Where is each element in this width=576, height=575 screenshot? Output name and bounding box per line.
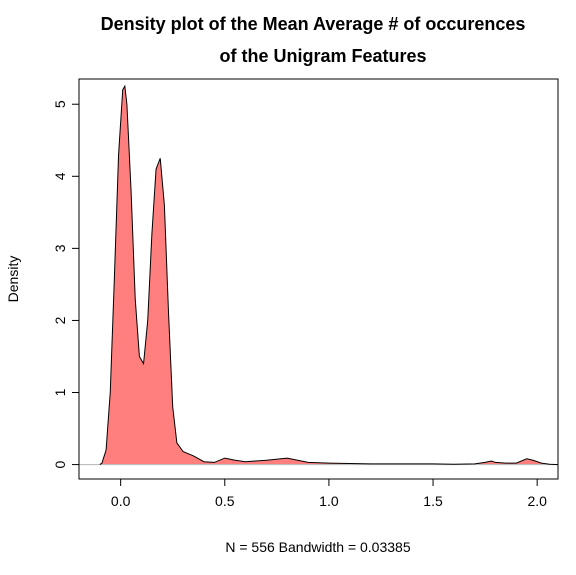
density-area-layer xyxy=(79,84,559,466)
y-tick-label: 1 xyxy=(52,388,68,396)
y-tick-label: 3 xyxy=(52,244,68,252)
y-tick-label: 2 xyxy=(52,316,68,324)
x-axis: 0.0 0.5 1.0 1.5 2.0 xyxy=(111,478,547,509)
x-tick-label: 1.5 xyxy=(423,493,443,509)
density-fill xyxy=(99,86,558,465)
chart-title-line2: of the Unigram Features xyxy=(219,46,426,66)
x-tick-label: 2.0 xyxy=(527,493,547,509)
y-tick-label: 5 xyxy=(52,100,68,108)
x-axis-label: N = 556 Bandwidth = 0.03385 xyxy=(225,539,410,555)
plot-frame xyxy=(78,78,559,480)
x-tick-label: 0.5 xyxy=(215,493,235,509)
y-tick-label: 0 xyxy=(52,460,68,468)
y-axis-label: Density xyxy=(5,256,21,303)
x-tick-label: 0.0 xyxy=(111,493,131,509)
y-tick-label: 4 xyxy=(52,172,68,180)
chart-title-line1: Density plot of the Mean Average # of oc… xyxy=(101,14,526,34)
density-curve xyxy=(99,84,559,466)
x-tick-label: 1.0 xyxy=(319,493,339,509)
y-axis: 0 1 2 3 4 5 xyxy=(52,100,80,468)
